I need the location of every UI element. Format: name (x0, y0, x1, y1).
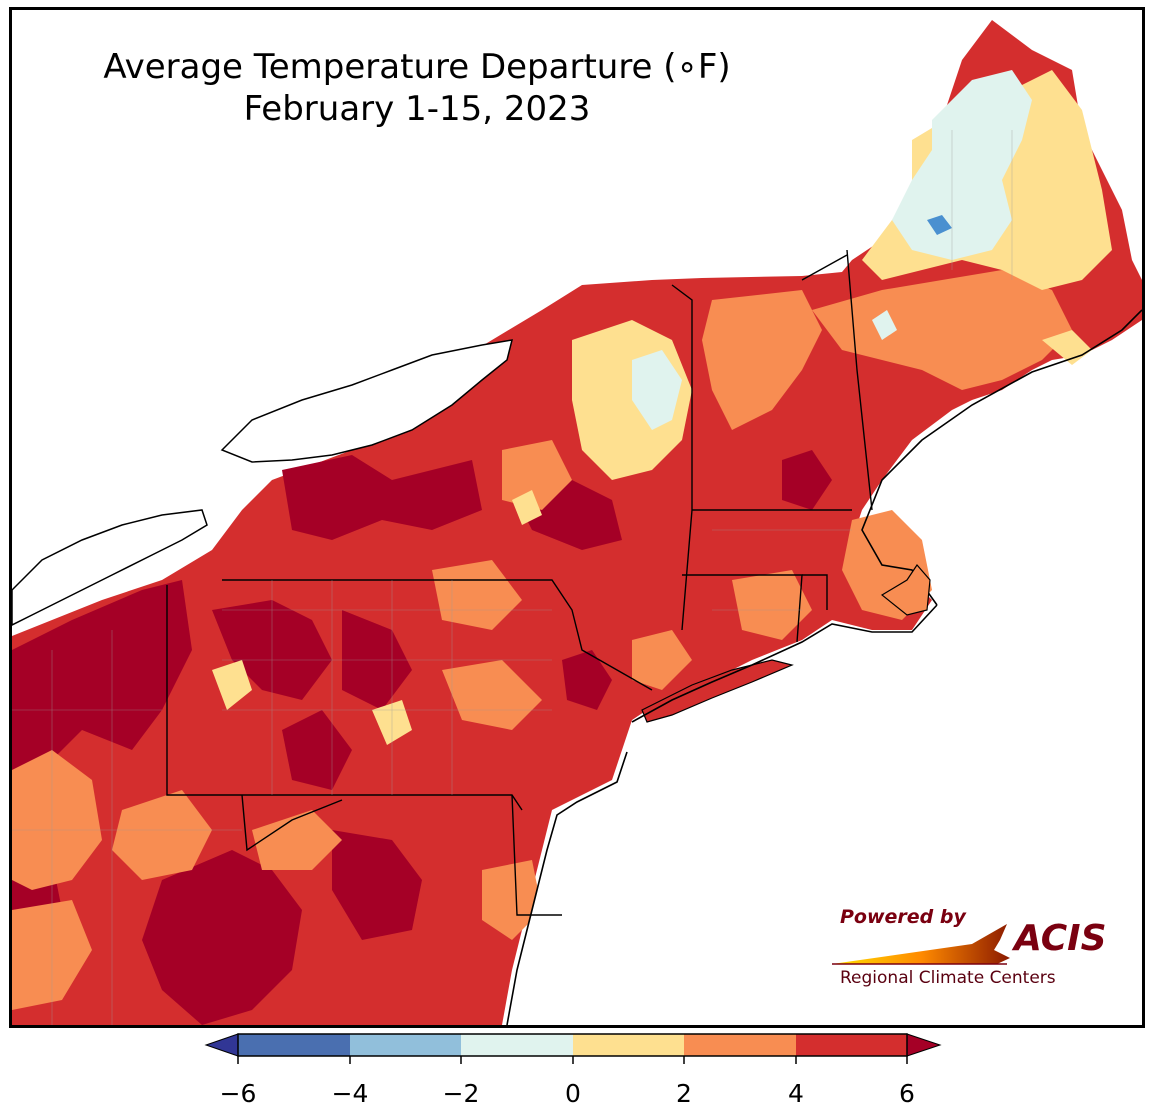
colorbar-bin-2-4 (684, 1034, 796, 1056)
colorbar-bin-neg2-0 (461, 1034, 573, 1056)
map-panel: Average Temperature Departure (∘F) Febru… (9, 7, 1145, 1028)
lake-erie (12, 509, 208, 626)
flame-swoosh (832, 924, 1010, 964)
county-lines (12, 130, 1013, 1025)
temperature-map (12, 20, 1142, 1025)
state-borders (166, 249, 873, 916)
regional-climate-centers-text: Regional Climate Centers (840, 968, 1056, 988)
tick-label: −2 (443, 1079, 480, 1108)
coastline (506, 309, 1142, 1025)
colorbar-legend: −6 −4 −2 0 2 4 6 (204, 1033, 942, 1108)
cape-cod (880, 564, 931, 616)
acis-text: ACIS (1011, 918, 1107, 959)
atlantic-ocean (507, 410, 1142, 1025)
band-neg2-to-0 (632, 70, 1032, 430)
lake-ontario (220, 339, 514, 463)
tick-label: 4 (788, 1079, 804, 1108)
colorbar-arrow-min (204, 1033, 239, 1057)
tick-label: −4 (332, 1079, 369, 1108)
colorbar-bin-neg6-neg4 (238, 1034, 350, 1056)
colorbar-bin-neg4-neg2 (350, 1034, 461, 1056)
colorbar-bin-4-6 (796, 1034, 907, 1056)
powered-by-text: Powered by (840, 906, 967, 928)
acis-logo: Powered by ACIS Regional Climate Centers (832, 906, 1107, 988)
colorbar-arrow-max (906, 1033, 942, 1057)
tick-label: 6 (899, 1079, 915, 1108)
map-subtitle-date: February 1-15, 2023 (243, 89, 591, 129)
tick-label: −6 (220, 1079, 257, 1108)
colorbar-bin-0-2 (573, 1034, 684, 1056)
tick-label: 2 (676, 1079, 692, 1108)
tick-label: 0 (565, 1079, 581, 1108)
map-title: Average Temperature Departure (∘F) (103, 47, 731, 87)
band-neg4-to-neg2 (927, 215, 952, 235)
long-island (641, 659, 794, 723)
